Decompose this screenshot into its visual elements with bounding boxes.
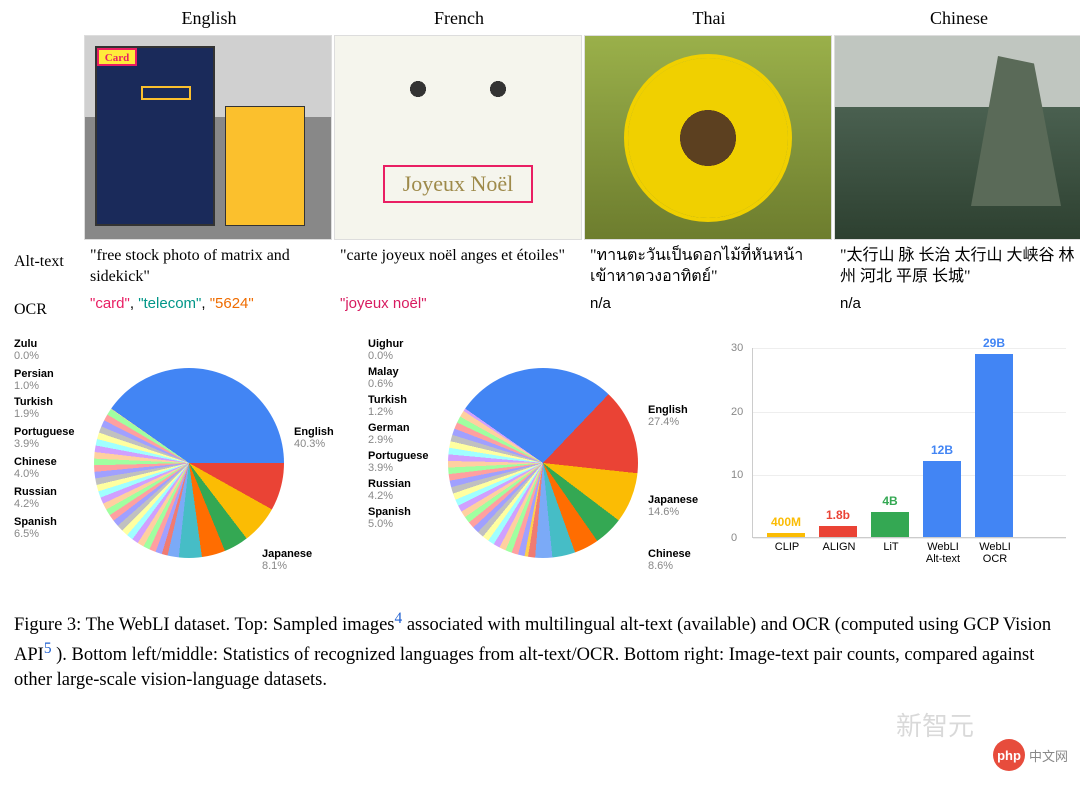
y-axis-tick: 0 bbox=[731, 532, 737, 544]
pie-label: Portuguese3.9% bbox=[14, 426, 75, 450]
bar-chart-datasets: 0 10 20 30 400MCLIP 1.8bALIGN 4BLiT 12BWebLIAlt… bbox=[722, 338, 1066, 593]
pie-label: Turkish1.2% bbox=[368, 394, 407, 418]
alt-text-french: "carte joyeux noël anges et étoiles" bbox=[334, 246, 584, 288]
sample-header-row: English French Thai Chinese bbox=[14, 8, 1066, 35]
pie-label: English27.4% bbox=[648, 404, 688, 428]
figure-caption: Figure 3: The WebLI dataset. Top: Sample… bbox=[14, 609, 1066, 692]
col-header-english: English bbox=[84, 8, 334, 35]
col-header-french: French bbox=[334, 8, 584, 35]
bar: 1.8bALIGN bbox=[819, 526, 857, 537]
pie-label: Spanish5.0% bbox=[368, 506, 411, 530]
y-axis-tick: 30 bbox=[731, 342, 743, 354]
ocr-number: "5624" bbox=[210, 295, 254, 312]
french-script-text: Joyeux Noël bbox=[383, 165, 534, 203]
sample-image-thai bbox=[584, 35, 832, 240]
ocr-row: OCR "card", "telecom", "5624" "joyeux no… bbox=[14, 294, 1066, 321]
sample-image-row: Card Joyeux Noël bbox=[14, 35, 1066, 240]
pie-label: Japanese8.1% bbox=[262, 548, 312, 572]
caption-pre: Figure 3: The WebLI dataset. Top: Sample… bbox=[14, 616, 395, 636]
pie-chart-alttext: Zulu0.0% Persian1.0% Turkish1.9% Portuguese… bbox=[14, 338, 364, 588]
y-axis-tick: 20 bbox=[731, 406, 743, 418]
ocr-english: "card", "telecom", "5624" bbox=[84, 294, 334, 321]
bar: 12BWebLIAlt-text bbox=[923, 461, 961, 537]
ocr-card: "card" bbox=[90, 295, 130, 312]
sample-image-chinese bbox=[834, 35, 1080, 240]
alt-text-thai: "ทานตะวันเป็นดอกไม้ที่หันหน้าเข้าหาดวงอา… bbox=[584, 246, 834, 288]
alt-text-english: "free stock photo of matrix and sidekick… bbox=[84, 246, 334, 288]
pie-label: Chinese4.0% bbox=[14, 456, 57, 480]
pie-label: Turkish1.9% bbox=[14, 396, 53, 420]
card-sign-label: Card bbox=[97, 48, 137, 66]
pie-chart-ocr: Uighur0.0% Malay0.6% Turkish1.2% German2.9%… bbox=[368, 338, 718, 588]
php-logo-text: 中文网 bbox=[1029, 746, 1068, 765]
php-logo-icon: php bbox=[993, 739, 1025, 771]
alt-text-chinese: "太行山 脉 长治 太行山 大峡谷 林州 河北 平原 长城" bbox=[834, 246, 1080, 288]
pie-label: German2.9% bbox=[368, 422, 410, 446]
caption-mid2: ). Bottom left/middle: Statistics of rec… bbox=[14, 645, 1034, 690]
ocr-telecom: "telecom" bbox=[138, 295, 201, 312]
col-header-chinese: Chinese bbox=[834, 8, 1080, 35]
pie-label: Spanish6.5% bbox=[14, 516, 57, 540]
charts-row: Zulu0.0% Persian1.0% Turkish1.9% Portuguese… bbox=[14, 338, 1066, 593]
pie-label: English40.3% bbox=[294, 426, 334, 450]
pie-label: Persian1.0% bbox=[14, 368, 54, 392]
pie-label: Uighur0.0% bbox=[368, 338, 403, 362]
col-header-thai: Thai bbox=[584, 8, 834, 35]
ocr-chinese: n/a bbox=[834, 294, 1080, 321]
row-label-ocr: OCR bbox=[14, 294, 84, 321]
pie-label: Malay0.6% bbox=[368, 366, 399, 390]
sample-image-english: Card bbox=[84, 35, 332, 240]
watermark-php: php 中文网 bbox=[993, 739, 1068, 771]
pie-label: Zulu0.0% bbox=[14, 338, 39, 362]
footnote-5: 5 bbox=[44, 640, 52, 657]
bar: 400MCLIP bbox=[767, 533, 805, 537]
ocr-french: "joyeux noël" bbox=[334, 294, 584, 321]
pie-label: Russian4.2% bbox=[14, 486, 57, 510]
ocr-thai: n/a bbox=[584, 294, 834, 321]
watermark-circle: 新智元 bbox=[876, 686, 994, 763]
pie-label: Russian4.2% bbox=[368, 478, 411, 502]
y-axis-tick: 10 bbox=[731, 469, 743, 481]
pie-label: Portuguese3.9% bbox=[368, 450, 429, 474]
row-label-alt: Alt-text bbox=[14, 246, 84, 288]
sample-image-french: Joyeux Noël bbox=[334, 35, 582, 240]
bar: 4BLiT bbox=[871, 512, 909, 537]
pie-label: Chinese8.6% bbox=[648, 548, 691, 572]
pie-label: Japanese14.6% bbox=[648, 494, 698, 518]
bar: 29BWebLIOCR bbox=[975, 354, 1013, 538]
alt-text-row: Alt-text "free stock photo of matrix and… bbox=[14, 246, 1066, 288]
